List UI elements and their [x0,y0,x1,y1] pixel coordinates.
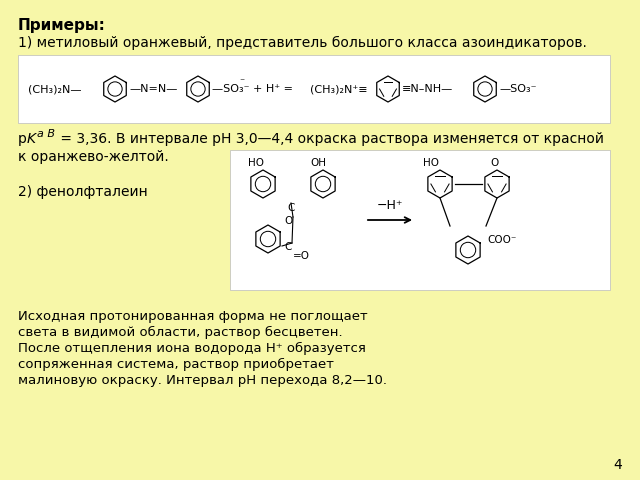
Text: 4: 4 [613,458,622,472]
Text: COO⁻: COO⁻ [487,235,516,245]
Text: малиновую окраску. Интервал pH перехода 8,2—10.: малиновую окраску. Интервал pH перехода … [18,374,387,387]
Text: —N=N—: —N=N— [129,84,177,94]
Text: Исходная протонированная форма не поглощает: Исходная протонированная форма не поглощ… [18,310,367,323]
Text: света в видимой области, раствор бесцветен.: света в видимой области, раствор бесцвет… [18,326,342,339]
Text: —SO₃⁻ + H⁺ =: —SO₃⁻ + H⁺ = [212,84,293,94]
Text: OH: OH [310,158,326,168]
Text: p: p [18,132,27,146]
Text: O: O [284,216,292,226]
Text: HO: HO [423,158,439,168]
Text: —SO₃⁻: —SO₃⁻ [499,84,536,94]
Text: O: O [490,158,499,168]
Text: K: K [27,132,36,146]
Text: HO: HO [248,158,264,168]
Text: (CH₃)₂N—: (CH₃)₂N— [28,84,81,94]
Text: ⁻: ⁻ [239,77,244,87]
Text: После отщепления иона водорода H⁺ образуется: После отщепления иона водорода H⁺ образу… [18,342,366,355]
Text: a B: a B [37,129,55,139]
Text: 2) фенолфталеин: 2) фенолфталеин [18,185,148,199]
Bar [18,55,610,123]
Text: (CH₃)₂N⁺≡: (CH₃)₂N⁺≡ [310,84,367,94]
Text: = 3,36. В интервале pH 3,0—4,4 окраска раствора изменяется от красной: = 3,36. В интервале pH 3,0—4,4 окраска р… [56,132,604,146]
Text: Примеры:: Примеры: [18,18,106,33]
Text: 1) метиловый оранжевый, представитель большого класса азоиндикаторов.: 1) метиловый оранжевый, представитель бо… [18,36,587,50]
Text: −H⁺: −H⁺ [377,199,403,212]
Text: C: C [284,242,291,252]
Bar [230,150,610,290]
Text: C: C [287,203,294,213]
Text: ≡N–NH—: ≡N–NH— [402,84,453,94]
Text: =O: =O [293,251,310,261]
Text: сопряженная система, раствор приобретает: сопряженная система, раствор приобретает [18,358,334,371]
Text: к оранжево-желтой.: к оранжево-желтой. [18,150,169,164]
